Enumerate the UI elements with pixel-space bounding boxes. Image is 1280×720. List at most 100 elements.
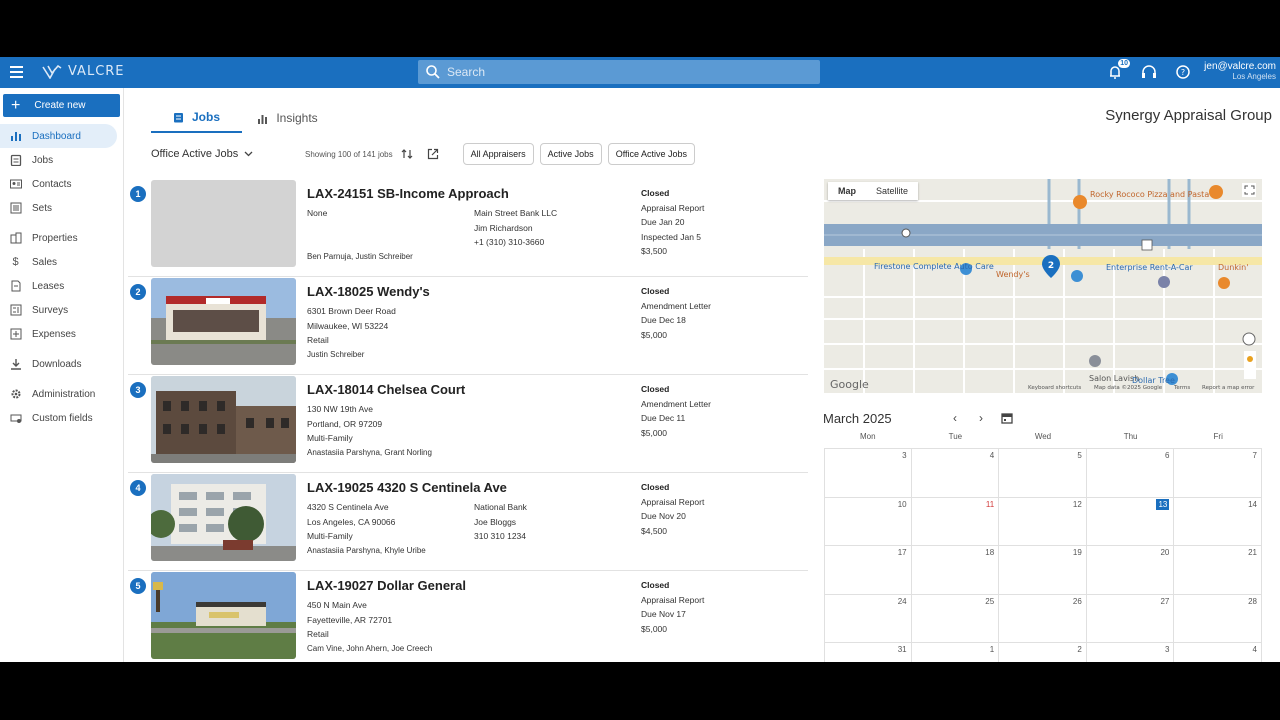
create-new-label: Create new (34, 100, 86, 111)
calendar-day[interactable]: 4 (1174, 642, 1262, 662)
sidebar-item-label: Expenses (32, 328, 76, 340)
sidebar-item-sales[interactable]: $ Sales (0, 250, 124, 274)
gear-icon (9, 388, 22, 401)
calendar-day[interactable]: 12 (999, 496, 1087, 545)
map-footer-link[interactable]: Report a map error (1202, 385, 1255, 391)
job-appraisers: Anastasiia Parshyna, Khyle Uribe (307, 546, 426, 555)
chip-all-appraisers[interactable]: All Appraisers (462, 143, 534, 165)
job-title[interactable]: LAX-18014 Chelsea Court (307, 382, 466, 397)
calendar-icon[interactable] (999, 410, 1015, 426)
job-card[interactable]: 4 LAX-19025 4320 S Centinela Ave 4320 S … (128, 473, 808, 571)
jobs-map[interactable]: 2 Rocky Rococo Pizza and Pasta Firestone… (824, 179, 1262, 393)
calendar-day[interactable]: 25 (911, 593, 1000, 642)
sidebar-item-label: Sales (32, 256, 58, 268)
job-appraisers: Anastasiia Parshyna, Grant Norling (307, 448, 432, 457)
calendar-day[interactable]: 6 (1086, 448, 1175, 497)
job-property-info: None (307, 206, 327, 221)
calendar-day[interactable]: 14 (1174, 496, 1262, 545)
calendar-day[interactable]: 28 (1174, 593, 1262, 642)
chip-active-jobs[interactable]: Active Jobs (539, 143, 602, 165)
fullscreen-icon[interactable] (1242, 183, 1256, 197)
sidebar-item-contacts[interactable]: Contacts (0, 172, 124, 196)
job-appraisers: Justin Schreiber (307, 350, 365, 359)
help-icon[interactable]: ? (1174, 64, 1192, 80)
property-type: Multi-Family (307, 531, 353, 541)
sidebar-item-expenses[interactable]: Expenses (0, 322, 124, 346)
sidebar-item-administration[interactable]: Administration (0, 382, 124, 406)
tab-label: Insights (276, 111, 318, 125)
calendar-day[interactable]: 11 (911, 496, 1000, 545)
create-new-button[interactable]: + Create new (3, 94, 120, 117)
sidebar-item-dashboard[interactable]: Dashboard (0, 124, 117, 148)
sidebar-item-jobs[interactable]: Jobs (0, 148, 124, 172)
property-address: 450 N Main Ave (307, 600, 367, 610)
job-fee: $5,000 (641, 427, 667, 438)
job-title[interactable]: LAX-24151 SB-Income Approach (307, 186, 509, 201)
due-date: Due Dec 18 (641, 315, 686, 325)
sidebar-item-leases[interactable]: Leases (0, 274, 124, 298)
calendar-day[interactable]: 24 (824, 593, 912, 642)
calendar-day[interactable]: 2 (999, 642, 1087, 662)
notifications-icon[interactable]: 10 (1106, 59, 1130, 80)
calendar-day[interactable]: 18 (911, 545, 1000, 594)
inspected-date: Inspected Jan 5 (641, 231, 702, 242)
calendar-day-today[interactable]: 13 (1086, 496, 1175, 545)
chip-office-active-jobs[interactable]: Office Active Jobs (607, 143, 696, 165)
sidebar-item-downloads[interactable]: Downloads (0, 352, 124, 376)
map-footer-link[interactable]: Terms (1173, 385, 1190, 391)
sidebar-item-custom-fields[interactable]: Custom fields (0, 406, 124, 430)
calendar-day[interactable]: 4 (911, 448, 1000, 497)
job-title[interactable]: LAX-19027 Dollar General (307, 578, 466, 593)
map-footer-link[interactable]: Keyboard shortcuts (1028, 385, 1081, 391)
search-input[interactable] (447, 65, 807, 79)
logo[interactable]: VALCRE (42, 64, 125, 79)
calendar-day[interactable]: 17 (824, 545, 912, 594)
job-title[interactable]: LAX-19025 4320 S Centinela Ave (307, 480, 507, 495)
calendar-day[interactable]: 5 (999, 448, 1087, 497)
calendar-day[interactable]: 27 (1086, 593, 1175, 642)
calendar-day[interactable]: 7 (1174, 448, 1262, 497)
chevron-left-icon[interactable]: ‹ (953, 411, 957, 425)
view-selector[interactable]: Office Active Jobs (151, 148, 301, 160)
locate-icon[interactable] (1242, 332, 1256, 346)
job-card[interactable]: 2 LAX-18025 Wendy's 6301 Brown Deer Road… (128, 277, 808, 375)
sidebar-item-label: Sets (32, 202, 53, 214)
sidebar-item-sets[interactable]: Sets (0, 196, 124, 220)
map-canvas[interactable]: 2 Rocky Rococo Pizza and Pasta Firestone… (824, 179, 1262, 393)
report-type: Appraisal Report (641, 202, 705, 213)
search-bar[interactable] (418, 60, 820, 84)
job-card[interactable]: 3 LAX-18014 Chelsea Court 130 NW 19th Av… (128, 375, 808, 473)
calendar-day[interactable]: 21 (1174, 545, 1262, 594)
valcre-logo-icon (42, 64, 62, 79)
tab-jobs[interactable]: Jobs (151, 103, 242, 133)
calendar-day[interactable]: 31 (824, 642, 912, 662)
map-type-satellite-button[interactable]: Satellite (876, 186, 909, 196)
sidebar-item-surveys[interactable]: Surveys (0, 298, 124, 322)
calendar-header: March 2025 ‹ › (823, 408, 1263, 428)
open-external-icon[interactable] (427, 148, 439, 160)
calendar-day[interactable]: 1 (911, 642, 1000, 662)
job-title[interactable]: LAX-18025 Wendy's (307, 284, 430, 299)
user-menu[interactable]: jen@valcre.com Los Angeles (1204, 61, 1276, 81)
support-headset-icon[interactable] (1140, 64, 1158, 80)
sidebar-item-properties[interactable]: Properties (0, 226, 124, 250)
street-view-icon[interactable] (1244, 351, 1256, 379)
calendar-day[interactable]: 20 (1086, 545, 1175, 594)
map-type-map-button[interactable]: Map (838, 186, 856, 196)
property-photo-placeholder (151, 180, 296, 267)
chevron-right-icon[interactable]: › (979, 411, 983, 425)
calendar-day[interactable]: 3 (824, 448, 912, 497)
list-icon (9, 202, 22, 215)
bar-chart-icon (9, 130, 22, 143)
tab-insights[interactable]: Insights (242, 103, 333, 133)
job-card[interactable]: 1 LAX-24151 SB-Income Approach None Main… (128, 179, 808, 277)
calendar-day[interactable]: 10 (824, 496, 912, 545)
user-email: jen@valcre.com (1204, 61, 1276, 72)
map-marker-number[interactable]: 2 (1048, 261, 1054, 271)
sort-icon[interactable] (401, 148, 413, 160)
calendar-day[interactable]: 3 (1086, 642, 1175, 662)
job-card[interactable]: 5 LAX-19027 Dollar General 450 N Main Av… (128, 571, 808, 662)
calendar-day[interactable]: 26 (999, 593, 1087, 642)
menu-icon[interactable] (10, 66, 23, 78)
calendar-day[interactable]: 19 (999, 545, 1087, 594)
